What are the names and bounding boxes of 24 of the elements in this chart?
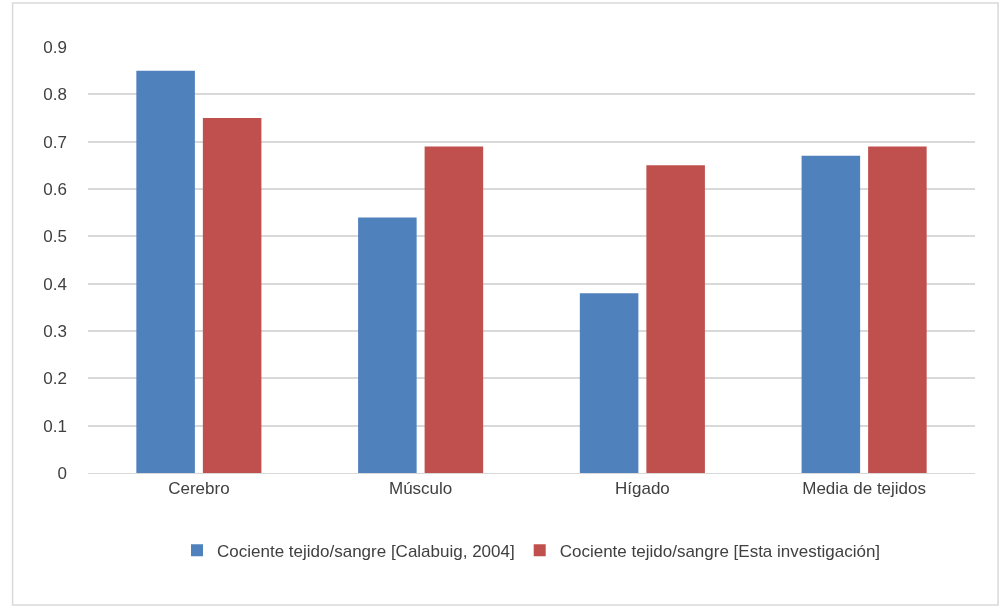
y-tick-label: 0.5 bbox=[43, 227, 67, 247]
x-tick-label: Cerebro bbox=[168, 479, 230, 499]
legend-label: Cociente tejido/sangre [Calabuig, 2004] bbox=[217, 541, 515, 561]
legend-label: Cociente tejido/sangre [Esta investigación] bbox=[559, 541, 881, 561]
bar bbox=[424, 146, 484, 473]
y-tick-label: 0.2 bbox=[43, 369, 67, 389]
y-tick-label: 0.8 bbox=[43, 85, 67, 105]
bar bbox=[868, 146, 927, 473]
y-tick-label: 0.6 bbox=[43, 179, 67, 199]
x-tick-label: Músculo bbox=[388, 479, 453, 499]
y-tick-label: 0.7 bbox=[43, 132, 67, 152]
bar bbox=[358, 217, 417, 473]
bar bbox=[136, 70, 195, 473]
y-tick-label: 0.3 bbox=[43, 321, 67, 341]
y-tick-label: 0.1 bbox=[43, 416, 67, 436]
y-tick-label: 0 bbox=[57, 463, 67, 483]
x-tick-label: Hígado bbox=[614, 479, 670, 499]
y-tick-label: 0.9 bbox=[43, 37, 67, 57]
bar bbox=[646, 165, 705, 473]
bar bbox=[202, 118, 262, 473]
bar bbox=[579, 293, 639, 473]
x-tick-label: Media de tejidos bbox=[802, 479, 927, 499]
bar bbox=[801, 155, 861, 473]
y-tick-label: 0.4 bbox=[43, 274, 67, 294]
